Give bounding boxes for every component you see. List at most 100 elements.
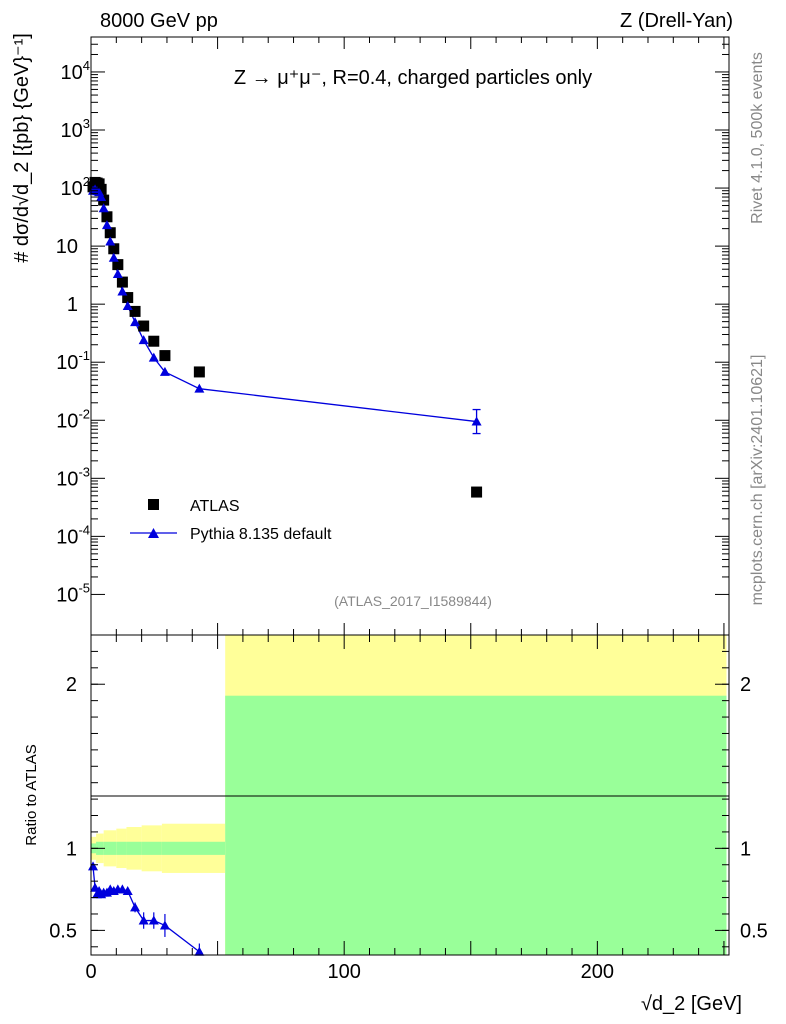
analysis-label: (ATLAS_2017_I1589844)	[334, 593, 492, 609]
main-y-tick-label: 10-3	[56, 464, 90, 490]
main-frame	[90, 36, 730, 636]
tick-base: 10	[61, 120, 83, 142]
tick-exponent: -1	[78, 348, 90, 363]
atlas-data-point	[108, 243, 120, 255]
atlas-data-point	[101, 211, 113, 223]
pythia-data-point	[130, 317, 141, 327]
mcplots-label: mcplots.cern.ch [arXiv:2401.10621]	[749, 355, 766, 606]
pythia-data-point	[112, 269, 123, 279]
ratio-pythia-point	[159, 920, 170, 930]
pythia-data-point	[101, 220, 112, 230]
x-tick-label: 100	[327, 961, 360, 983]
atlas-data-point	[122, 292, 134, 304]
legend-marker-pythia	[148, 528, 159, 538]
tick-exponent: 4	[83, 58, 90, 73]
tick-exponent: -3	[78, 464, 90, 479]
main-marks	[87, 176, 483, 498]
pythia-series-line	[92, 188, 477, 423]
ratio-stat-uncertainty-band	[141, 841, 162, 855]
pythia-data-point	[98, 203, 109, 213]
ratio-y-tick-label-right: 2	[740, 674, 751, 696]
atlas-data-point	[471, 486, 483, 498]
ratio-y-label: Ratio to ATLAS	[23, 744, 40, 845]
ratio-y-tick-label: 1	[66, 838, 77, 860]
tick-base: 10	[61, 178, 83, 200]
ratio-y-tick-label: 0.5	[49, 920, 77, 942]
ratio-pythia-point	[194, 946, 205, 956]
pythia-data-point	[471, 416, 482, 426]
tick-base: 10	[56, 526, 78, 548]
atlas-data-point	[112, 259, 124, 271]
pythia-data-point	[159, 366, 170, 376]
energy-label: 8000 GeV pp	[100, 10, 218, 32]
ratio-stat-uncertainty-band	[103, 841, 117, 855]
ratio-pythia-point	[138, 915, 149, 925]
atlas-data-point	[116, 276, 128, 288]
main-y-tick-label: 10	[56, 236, 78, 258]
x-tick-label: 0	[85, 961, 96, 983]
ratio-stat-uncertainty-band	[225, 695, 727, 955]
ratio-stat-uncertainty-band	[126, 841, 142, 855]
atlas-data-point	[148, 335, 160, 347]
tick-base: 10	[56, 468, 78, 490]
ratio-stat-uncertainty-band	[161, 841, 226, 855]
main-y-tick-label: 10-4	[56, 522, 90, 548]
main-y-label: # dσ/d√d_2 [{pb} {GeV}⁻¹]	[11, 33, 33, 263]
x-tick-label: 200	[581, 961, 614, 983]
atlas-data-point	[95, 183, 107, 195]
atlas-data-point	[193, 366, 205, 378]
atlas-data-point	[138, 320, 150, 332]
ratio-y-tick-label-right: 0.5	[740, 920, 768, 942]
ratio-frame	[90, 634, 730, 956]
x-axis-label: √d_2 [GeV]	[641, 993, 742, 1015]
pythia-data-point	[117, 286, 128, 296]
legend: ATLAS Pythia 8.135 default	[130, 498, 332, 543]
tick-exponent: 2	[83, 174, 90, 189]
pythia-data-point	[138, 335, 149, 345]
legend-label-atlas: ATLAS	[190, 498, 240, 515]
pythia-data-point	[96, 192, 107, 202]
ratio-bands	[91, 635, 727, 955]
ratio-pythia-line	[92, 866, 200, 953]
tick-exponent: 3	[83, 116, 90, 131]
ratio-marks	[88, 861, 205, 956]
ratio-pythia-point	[148, 915, 159, 925]
legend-marker-atlas	[148, 499, 159, 510]
main-title: Z → μ⁺μ⁻, R=0.4, charged particles only	[234, 67, 592, 89]
rivet-label: Rivet 4.1.0, 500k events	[749, 52, 766, 224]
tick-exponent: -2	[78, 406, 90, 421]
main-y-tick-label: 10-2	[56, 406, 90, 432]
main-y-tick-label: 10-5	[56, 580, 90, 606]
ratio-y-tick-label-right: 1	[740, 838, 751, 860]
tick-base: 10	[61, 62, 83, 84]
main-y-tick-label: 103	[61, 116, 90, 142]
tick-base: 10	[56, 584, 78, 606]
main-y-tick-label: 10-1	[56, 348, 90, 374]
pythia-data-point	[194, 383, 205, 393]
pythia-data-point	[148, 352, 159, 362]
tick-exponent: -4	[78, 522, 90, 537]
tick-base: 10	[56, 410, 78, 432]
main-y-tick-label: 102	[61, 174, 90, 200]
ratio-ticks: 0.5 0.5 1 1 2 2 0 100 200	[49, 635, 768, 983]
ratio-stat-uncertainty-band	[116, 841, 127, 855]
atlas-data-point	[129, 305, 141, 317]
process-label: Z (Drell-Yan)	[620, 10, 733, 32]
atlas-data-point	[104, 227, 116, 239]
ratio-pythia-point	[130, 902, 141, 912]
pythia-data-point	[122, 300, 133, 310]
main-y-tick-label: 104	[61, 58, 90, 84]
ratio-pythia-point	[122, 886, 133, 895]
main-y-tick-label: 1	[67, 294, 78, 316]
legend-label-pythia: Pythia 8.135 default	[190, 526, 332, 543]
ratio-panel: 0.5 0.5 1 1 2 2 0 100 200 Ratio to ATLAS √d_2 [G…	[23, 634, 768, 1015]
ratio-y-tick-label: 2	[66, 674, 77, 696]
pythia-data-point	[105, 236, 116, 246]
tick-base: 10	[56, 352, 78, 374]
atlas-data-point	[159, 350, 171, 362]
pythia-data-point	[108, 252, 119, 262]
tick-exponent: -5	[78, 580, 90, 595]
